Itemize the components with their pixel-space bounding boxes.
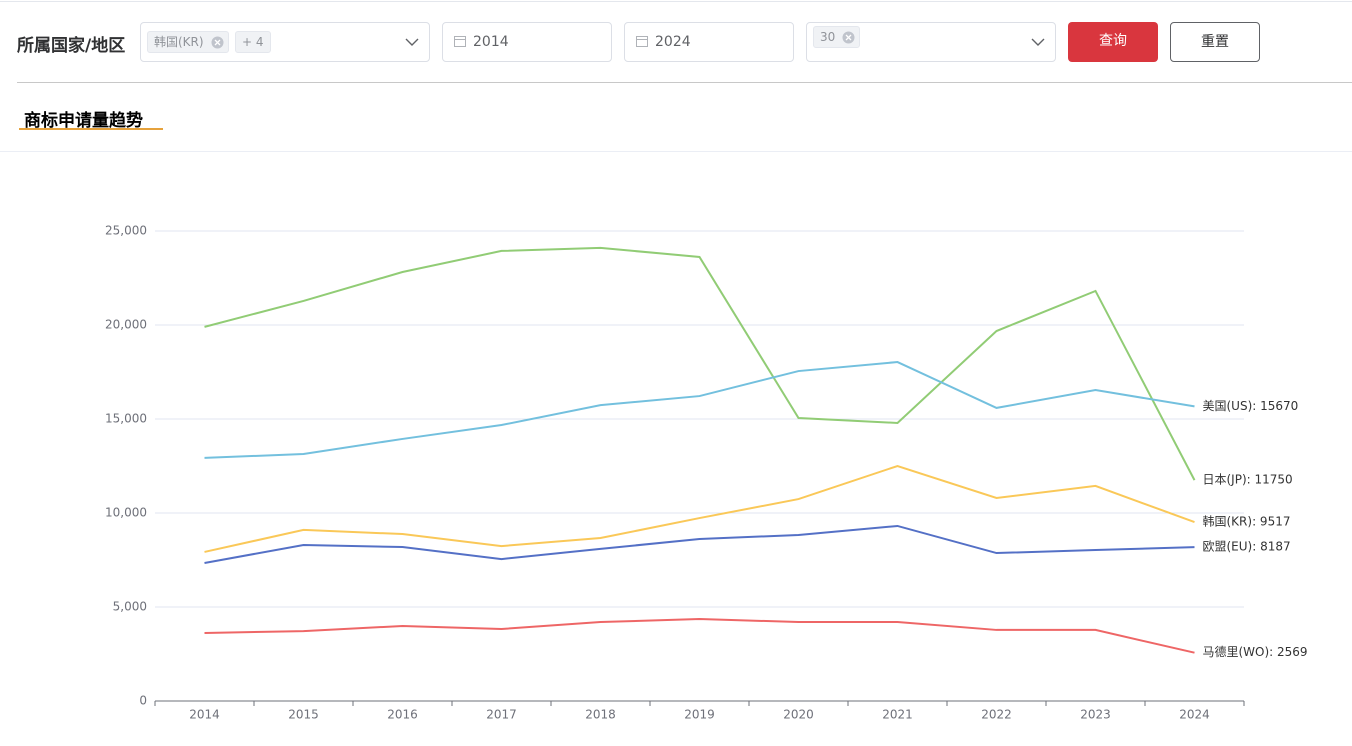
x-tick-label: 2019 — [684, 708, 715, 722]
x-tick-label: 2014 — [189, 708, 220, 722]
country-tag: 韩国(KR) — [147, 31, 229, 53]
start-year-input[interactable]: 2014 — [442, 22, 612, 62]
series-line — [204, 246, 1196, 481]
x-tick-label: 2015 — [288, 708, 319, 722]
series-line — [204, 524, 1195, 564]
y-tick-label: 10,000 — [105, 506, 147, 520]
end-label: 马德里(WO): 2569 — [1203, 644, 1308, 659]
x-tick-label: 2017 — [486, 708, 517, 722]
x-tick-label: 2020 — [783, 708, 814, 722]
divider — [0, 151, 1352, 152]
tag-text: 韩国(KR) — [154, 35, 204, 49]
y-tick-label: 5,000 — [113, 600, 147, 614]
dropdown-arrow — [1031, 38, 1045, 46]
top-border — [0, 1, 1352, 2]
end-label: 欧盟(EU): 8187 — [1203, 540, 1291, 554]
end-label: 日本(JP): 11750 — [1203, 473, 1293, 487]
calendar-icon — [636, 36, 648, 47]
start-year: 2014 — [473, 34, 509, 50]
y-tick-label: 0 — [139, 694, 147, 708]
y-tick-label: 25,000 — [105, 224, 147, 238]
top-n-select[interactable]: 30 — [806, 22, 1056, 62]
x-tick-label: 2023 — [1080, 708, 1111, 722]
series-line — [204, 618, 1195, 654]
y-tick-label: 15,000 — [105, 412, 147, 426]
tag-close[interactable] — [211, 36, 224, 49]
series-line — [204, 464, 1195, 553]
calendar-icon — [454, 36, 466, 47]
divider — [17, 82, 1352, 83]
chart: 0 5,000 10,000 15,000 20,000 25,000 2014 2015 20… — [105, 224, 1308, 722]
title-underline — [19, 128, 163, 130]
tag-text: 30 — [820, 30, 836, 44]
dropdown-arrow — [405, 38, 419, 46]
reset-button[interactable]: 重置 — [1170, 22, 1260, 62]
filter-label: 所属国家/地区 — [17, 36, 126, 56]
x-tick-label: 2024 — [1179, 708, 1210, 722]
end-label: 美国(US): 15670 — [1203, 399, 1299, 413]
end-label: 韩国(KR): 9517 — [1203, 514, 1291, 529]
more-tag: + 4 — [235, 31, 271, 53]
tag-close[interactable] — [842, 31, 855, 44]
x-tick-label: 2022 — [981, 708, 1012, 722]
section-title: 商标申请量趋势 — [24, 111, 143, 131]
series-line — [204, 361, 1195, 459]
x-tick-label: 2016 — [387, 708, 418, 722]
y-tick-label: 20,000 — [105, 318, 147, 332]
end-year: 2024 — [655, 34, 691, 50]
top-n-tag: 30 — [813, 26, 861, 48]
end-year-input[interactable]: 2024 — [624, 22, 794, 62]
query-button[interactable]: 查询 — [1068, 22, 1158, 62]
x-tick-label: 2021 — [882, 708, 913, 722]
country-select[interactable]: 韩国(KR) + 4 — [140, 22, 430, 62]
x-tick-label: 2018 — [585, 708, 616, 722]
